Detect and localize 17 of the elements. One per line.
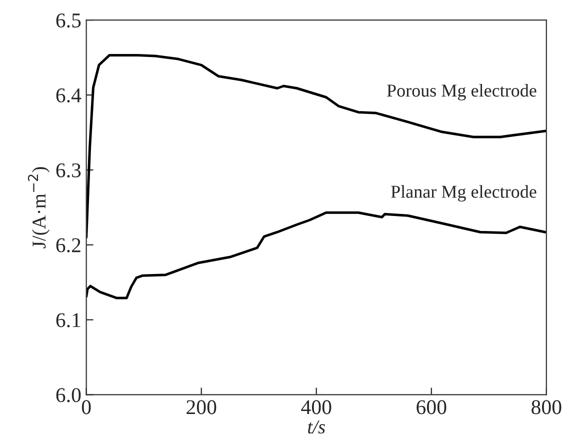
y-axis-title: J/(A·m$^{−2}$) [28,167,50,248]
y-tick-label: 6.5 [56,14,81,28]
x-tick-label: 800 [532,400,562,414]
series-label: Porous Mg electrode [387,84,536,100]
x-axis-title: t/s [308,420,325,434]
y-tick-label: 6.3 [56,163,81,178]
y-tick-label: 6.2 [56,238,80,252]
x-tick-label: 600 [416,400,446,414]
x-tick-label: 400 [301,400,332,414]
y-tick-label: 6.1 [56,313,80,328]
x-tick-label: 0 [82,400,91,414]
line-series [86,211,546,300]
y-tick-label: 6.4 [56,88,82,103]
line-series [86,54,546,239]
x-tick-label: 200 [186,400,216,414]
y-tick-label: 6.0 [56,388,81,402]
series-label: Planar Mg electrode [391,185,536,202]
